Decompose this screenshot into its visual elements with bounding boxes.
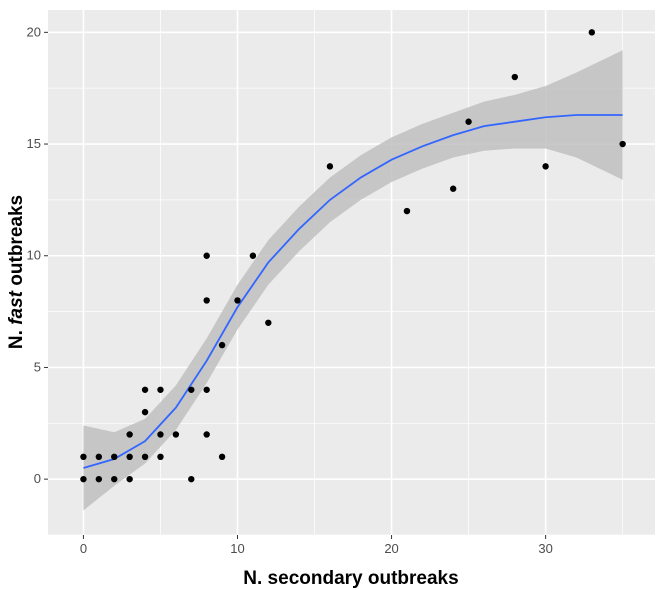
data-point <box>141 386 149 393</box>
y-tick-label: 5 <box>34 359 41 374</box>
data-point <box>203 431 210 438</box>
data-point <box>172 431 180 438</box>
data-point <box>95 453 103 461</box>
data-point <box>126 453 133 461</box>
data-point <box>234 297 241 304</box>
x-tick-label: 30 <box>538 541 552 556</box>
data-point <box>126 431 133 438</box>
data-point <box>403 207 411 215</box>
smooth-line <box>83 114 623 469</box>
data-point <box>542 163 549 170</box>
data-point <box>203 297 210 304</box>
data-point <box>141 453 149 461</box>
data-point <box>465 118 472 125</box>
y-tick-label: 10 <box>27 248 41 263</box>
data-point <box>326 163 334 170</box>
data-point <box>265 319 272 326</box>
confidence-band <box>83 50 623 511</box>
data-point <box>141 408 149 416</box>
data-point <box>157 386 164 393</box>
data-point <box>511 73 519 81</box>
data-point <box>157 431 164 438</box>
data-point <box>249 252 257 259</box>
data-point <box>188 386 195 393</box>
x-tick-label: 20 <box>384 541 398 556</box>
data-point <box>111 475 118 483</box>
data-point <box>157 453 164 461</box>
data-point <box>203 386 210 393</box>
y-tick-label: 15 <box>27 136 41 151</box>
data-point <box>588 29 596 36</box>
data-point <box>80 475 87 483</box>
data-point <box>203 252 210 259</box>
data-point <box>619 140 626 148</box>
data-point <box>80 453 87 461</box>
x-tick-label: 10 <box>230 541 244 556</box>
y-axis-label: N. fast outbreaks <box>6 195 27 349</box>
x-axis-label: N. secondary outbreaks <box>243 568 458 589</box>
data-point <box>111 453 118 461</box>
data-point <box>95 475 103 483</box>
points <box>80 29 626 483</box>
data-point <box>449 185 457 192</box>
data-point <box>188 475 195 483</box>
ticks: 0 10 20 30 0 5 10 15 20 <box>27 24 553 556</box>
x-tick-label: 0 <box>80 541 87 556</box>
y-tick-label: 0 <box>34 471 41 486</box>
data-point <box>218 341 226 349</box>
data-point <box>126 475 133 483</box>
y-tick-label: 20 <box>27 24 41 39</box>
data-point <box>218 453 226 461</box>
